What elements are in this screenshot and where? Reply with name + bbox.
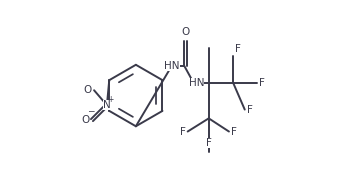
Text: O: O xyxy=(182,27,190,37)
Text: HN: HN xyxy=(164,61,180,71)
Text: −: − xyxy=(87,106,95,115)
Text: F: F xyxy=(206,138,212,148)
Text: F: F xyxy=(231,127,237,136)
Text: F: F xyxy=(247,105,253,115)
Text: F: F xyxy=(180,127,186,136)
Text: F: F xyxy=(259,78,265,88)
Text: O: O xyxy=(82,115,90,125)
Text: HN: HN xyxy=(189,78,204,88)
Text: +: + xyxy=(107,95,114,104)
Text: F: F xyxy=(235,44,241,54)
Text: O: O xyxy=(84,85,92,95)
Text: N: N xyxy=(103,100,111,110)
